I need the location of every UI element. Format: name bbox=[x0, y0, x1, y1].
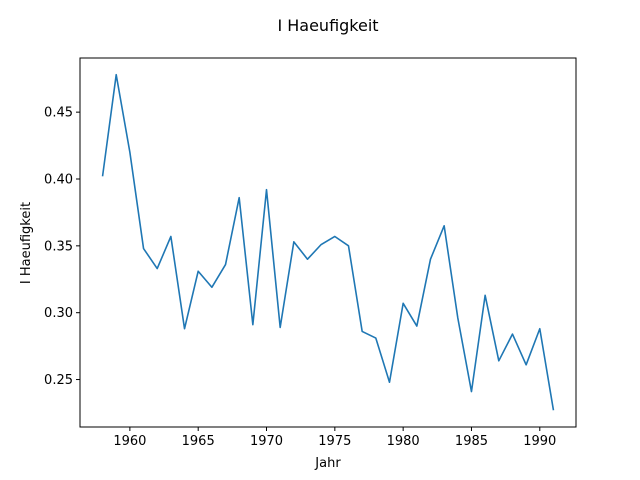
x-tick-label: 1960 bbox=[113, 434, 146, 449]
y-axis: 0.25 0.30 0.35 0.40 0.45 bbox=[44, 106, 80, 388]
y-tick-label: 0.25 bbox=[44, 373, 73, 388]
x-tick-label: 1990 bbox=[523, 434, 556, 449]
x-tick-label: 1985 bbox=[455, 434, 488, 449]
x-axis-label: Jahr bbox=[314, 456, 341, 471]
chart-title: I Haeufigkeit bbox=[277, 16, 378, 35]
plot-frame bbox=[79, 57, 577, 428]
y-axis-label: I Haeufigkeit bbox=[19, 202, 34, 284]
y-tick-label: 0.40 bbox=[44, 172, 73, 187]
x-tick-label: 1975 bbox=[318, 434, 351, 449]
y-tick-label: 0.30 bbox=[44, 306, 73, 321]
x-tick-label: 1980 bbox=[387, 434, 420, 449]
series-line bbox=[101, 73, 555, 411]
x-axis: 1960 1965 1970 1975 1980 1985 1990 bbox=[113, 427, 556, 449]
plot-area bbox=[101, 73, 555, 411]
y-tick-label: 0.45 bbox=[44, 106, 73, 121]
x-tick-label: 1965 bbox=[182, 434, 215, 449]
x-tick-label: 1970 bbox=[250, 434, 283, 449]
y-tick-label: 0.35 bbox=[44, 239, 73, 254]
